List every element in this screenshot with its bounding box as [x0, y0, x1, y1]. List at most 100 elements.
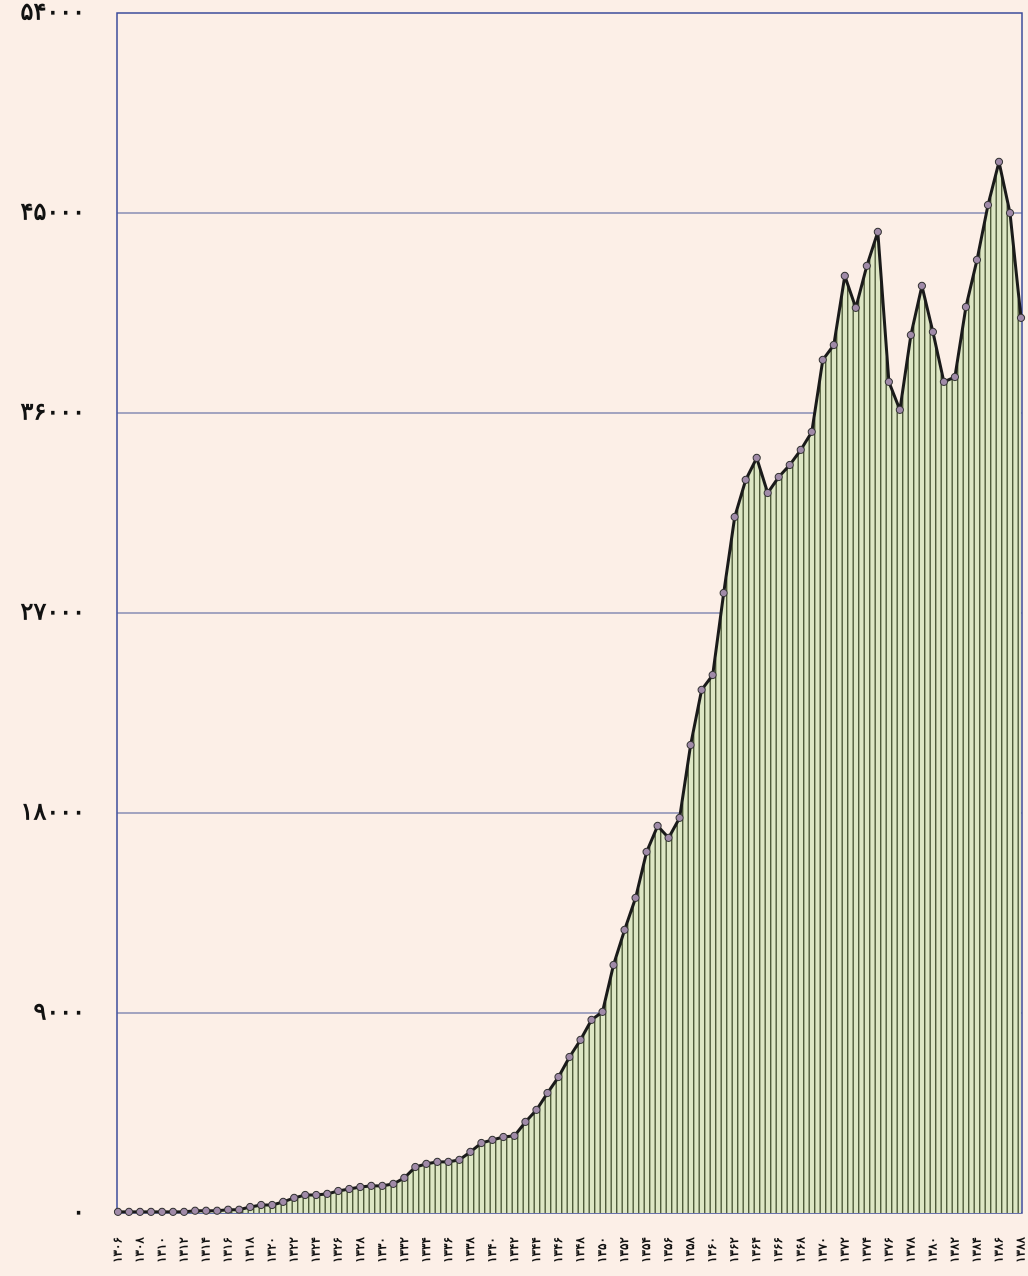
- marker: [246, 1202, 255, 1212]
- marker: [884, 377, 893, 386]
- marker: [763, 488, 772, 498]
- x-tick-label: ۱۳۸۲: [947, 1237, 961, 1263]
- x-tick-label: ۱۳۷۲: [837, 1237, 851, 1263]
- x-tick-label: ۱۳۴۸: [573, 1237, 587, 1263]
- marker: [190, 1206, 200, 1215]
- x-tick-label: ۱۳۰۸: [133, 1237, 147, 1263]
- marker: [994, 157, 1004, 166]
- marker: [895, 405, 904, 414]
- marker: [730, 512, 739, 522]
- marker: [983, 200, 993, 210]
- marker: [257, 1200, 266, 1210]
- x-tick-label: ۱۳۳۴: [419, 1237, 433, 1263]
- x-tick-label: ۱۳۴۴: [529, 1237, 543, 1263]
- marker: [554, 1072, 563, 1082]
- marker: [389, 1179, 398, 1188]
- marker: [950, 372, 960, 382]
- x-tick-label: ۱۳۲۴: [309, 1237, 323, 1263]
- marker: [400, 1173, 409, 1182]
- x-tick-label: ۱۳۸۰: [925, 1237, 939, 1263]
- marker: [796, 445, 805, 454]
- marker: [488, 1135, 497, 1144]
- marker: [686, 740, 695, 750]
- marker: [466, 1147, 475, 1156]
- marker: [928, 327, 938, 336]
- marker: [961, 302, 971, 312]
- y-tick-label: ۵۴۰۰۰: [21, 0, 85, 26]
- marker: [785, 460, 794, 470]
- marker: [455, 1155, 464, 1164]
- marker: [532, 1105, 541, 1114]
- x-tick-label: ۱۳۱۸: [243, 1237, 257, 1263]
- marker: [268, 1200, 277, 1210]
- marker: [157, 1207, 167, 1216]
- x-tick-label: ۱۳۴۶: [551, 1237, 565, 1263]
- marker: [653, 821, 662, 830]
- marker: [829, 340, 838, 350]
- x-tick-label: ۱۳۷۶: [881, 1237, 895, 1263]
- area: [118, 161, 1021, 1213]
- x-tick-label: ۱۳۲۰: [265, 1237, 279, 1263]
- x-tick-label: ۱۳۶۴: [749, 1237, 763, 1263]
- marker: [146, 1207, 156, 1216]
- marker: [290, 1193, 299, 1202]
- x-tick-label: ۱۳۲۸: [353, 1237, 367, 1263]
- marker: [576, 1035, 585, 1044]
- marker: [609, 960, 618, 970]
- x-tick-label: ۱۳۳۶: [441, 1237, 455, 1263]
- marker: [972, 255, 982, 264]
- marker: [818, 355, 827, 364]
- marker: [367, 1181, 376, 1190]
- marker: [444, 1157, 453, 1166]
- marker: [598, 1007, 607, 1016]
- x-tick-label: ۱۳۸۴: [969, 1237, 983, 1263]
- x-tick-label: ۱۳۳۰: [375, 1237, 389, 1263]
- marker: [168, 1207, 178, 1216]
- x-tick-label: ۱۳۵۴: [639, 1237, 653, 1263]
- marker: [587, 1015, 596, 1024]
- x-tick-label: ۱۳۶۸: [793, 1237, 807, 1263]
- marker: [642, 847, 651, 856]
- marker: [1016, 313, 1026, 322]
- marker: [279, 1197, 288, 1206]
- x-tick-label: ۱۳۱۰: [155, 1237, 169, 1263]
- x-tick-label: ۱۳۷۸: [903, 1237, 917, 1263]
- x-tick-label: ۱۳۷۴: [859, 1237, 873, 1263]
- x-tick-label: ۱۳۵۲: [617, 1237, 631, 1263]
- marker: [565, 1052, 574, 1062]
- x-tick-label: ۱۳۸۸: [1014, 1237, 1028, 1263]
- marker: [719, 588, 728, 598]
- x-tick-label: ۱۳۲۲: [287, 1237, 301, 1263]
- x-tick-label: ۱۳۶۰: [705, 1237, 719, 1263]
- marker: [543, 1088, 552, 1098]
- marker: [664, 833, 673, 842]
- marker: [224, 1205, 233, 1214]
- marker: [917, 281, 926, 290]
- marker: [906, 330, 915, 340]
- y-tick-label: ۳۶۰۰۰: [21, 397, 85, 426]
- x-tick-label: ۱۳۱۴: [199, 1237, 213, 1263]
- y-tick-label: ۲۷۰۰۰: [21, 597, 85, 626]
- marker: [345, 1184, 354, 1194]
- marker: [752, 453, 761, 462]
- x-tick-label: ۱۳۵۰: [595, 1237, 609, 1263]
- marker: [620, 925, 629, 934]
- marker: [135, 1207, 145, 1216]
- marker: [378, 1181, 387, 1190]
- marker: [862, 261, 871, 270]
- x-tick-label: ۱۳۷۰: [815, 1237, 829, 1263]
- marker: [631, 893, 640, 902]
- y-tick-label: ۱۸۰۰۰: [21, 797, 85, 826]
- y-tick-label: ۹۰۰۰: [33, 997, 85, 1026]
- marker: [179, 1207, 189, 1216]
- marker: [301, 1190, 310, 1200]
- marker: [411, 1162, 420, 1172]
- marker: [708, 670, 717, 680]
- marker: [477, 1138, 486, 1148]
- marker: [499, 1132, 508, 1142]
- x-tick-label: ۱۳۰۶: [111, 1237, 125, 1263]
- x-tick-label: ۱۳۵۸: [683, 1237, 697, 1263]
- marker: [201, 1206, 211, 1215]
